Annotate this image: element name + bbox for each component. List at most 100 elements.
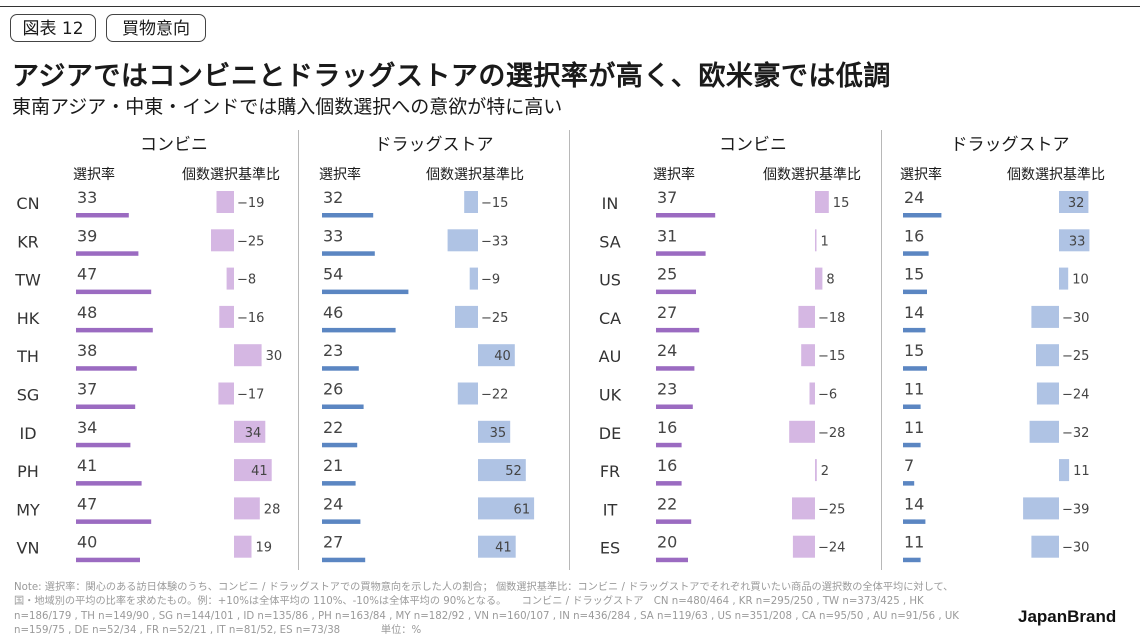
country-label: US (599, 271, 621, 290)
country-label: SG (17, 386, 40, 405)
selection-rate-header: 選択率 (900, 166, 942, 183)
country-label: DE (599, 424, 621, 443)
selection-rate-label: 27 (323, 533, 343, 552)
quantity-index-bar (1031, 535, 1059, 558)
selection-rate-header: 選択率 (73, 166, 115, 183)
country-label: ID (19, 424, 36, 443)
country-label: IT (603, 500, 618, 519)
quantity-index-bar (234, 344, 262, 367)
selection-rate-bar (322, 327, 396, 333)
selection-rate-bar (903, 442, 921, 448)
country-label: ES (600, 539, 620, 558)
quantity-index-label: −25 (1062, 349, 1089, 364)
selection-rate-bar (76, 327, 153, 333)
country-label: SA (599, 232, 620, 251)
selection-rate-bar (903, 213, 942, 218)
selection-rate-label: 14 (904, 494, 924, 513)
selection-rate-bar (322, 519, 361, 524)
section-title: コンビニ (719, 135, 787, 155)
selection-rate-label: 11 (904, 533, 924, 552)
quantity-index-bar (1059, 267, 1069, 290)
quantity-index-bar (1059, 459, 1070, 482)
selection-rate-label: 24 (323, 494, 343, 513)
quantity-index-bar (815, 459, 817, 482)
selection-rate-label: 37 (77, 380, 97, 399)
selection-rate-label: 16 (904, 226, 924, 245)
quantity-index-label: −16 (237, 311, 264, 326)
section-title: コンビニ (140, 135, 208, 155)
quantity-index-label: 61 (514, 502, 531, 517)
quantity-index-bar (815, 267, 823, 290)
selection-rate-bar (903, 327, 926, 333)
selection-rate-bar (903, 557, 921, 563)
quantity-index-header: 個数選択基準比 (763, 166, 861, 183)
selection-rate-bar (322, 404, 364, 409)
section-title: ドラッグストア (951, 135, 1070, 155)
quantity-index-bar (1031, 305, 1059, 328)
selection-rate-bar (76, 366, 137, 371)
selection-rate-bar (322, 251, 375, 256)
selection-rate-bar (76, 404, 136, 409)
selection-rate-bar (903, 251, 929, 256)
quantity-index-bar (219, 305, 234, 328)
figure-number-tag: 図表 12 (10, 14, 96, 42)
quantity-index-label: −24 (818, 541, 845, 556)
quantity-index-label: −15 (481, 196, 508, 211)
quantity-index-label: 41 (495, 541, 512, 556)
quantity-index-label: 19 (256, 541, 273, 556)
quantity-index-label: −32 (1062, 426, 1089, 441)
brand-logo: JapanBrand (1018, 607, 1117, 626)
quantity-index-bar (1036, 344, 1059, 367)
quantity-index-bar (216, 191, 234, 213)
quantity-index-bar (455, 305, 478, 328)
country-label: HK (17, 309, 40, 328)
chart-subtitle: 東南アジア・中東・インドでは購入個数選択への意欲が特に高い (12, 96, 563, 118)
selection-rate-label: 40 (77, 533, 97, 552)
selection-rate-bar (903, 404, 921, 409)
selection-rate-bar (656, 557, 688, 563)
selection-rate-bar (322, 557, 366, 563)
selection-rate-bar (656, 519, 692, 524)
selection-rate-bar (76, 557, 140, 563)
quantity-index-label: 28 (264, 502, 281, 517)
selection-rate-label: 26 (323, 380, 343, 399)
quantity-index-label: 1 (821, 234, 829, 249)
selection-rate-bar (322, 481, 356, 486)
quantity-index-label: 11 (1073, 464, 1090, 479)
selection-rate-label: 33 (77, 188, 97, 207)
section-title: ドラッグストア (375, 135, 494, 155)
quantity-index-label: −8 (237, 273, 256, 288)
selection-rate-label: 24 (657, 341, 677, 360)
selection-rate-bar (76, 519, 152, 524)
selection-rate-header: 選択率 (653, 166, 695, 183)
selection-rate-bar (903, 289, 927, 295)
selection-rate-bar (322, 442, 358, 448)
quantity-index-label: 10 (1072, 273, 1089, 288)
selection-rate-label: 33 (323, 226, 343, 245)
selection-rate-bar (76, 442, 131, 448)
selection-rate-label: 24 (904, 188, 924, 207)
quantity-index-label: 41 (251, 464, 268, 479)
quantity-index-bar (478, 344, 515, 367)
quantity-index-bar (1036, 382, 1059, 405)
top-rule (0, 6, 1140, 7)
quantity-index-label: 40 (494, 349, 511, 364)
selection-rate-label: 48 (77, 303, 97, 322)
quantity-index-bar (815, 191, 829, 213)
selection-rate-label: 14 (904, 303, 924, 322)
selection-rate-bar (322, 213, 374, 218)
selection-rate-label: 46 (323, 303, 343, 322)
topic-tag: 買物意向 (106, 14, 206, 42)
selection-rate-label: 15 (904, 265, 924, 284)
selection-rate-bar (656, 251, 706, 256)
quantity-index-bar (789, 420, 815, 443)
quantity-index-bar (1059, 229, 1090, 252)
quantity-index-label: −39 (1062, 502, 1089, 517)
selection-rate-label: 39 (77, 226, 97, 245)
quantity-index-label: 35 (490, 426, 507, 441)
quantity-index-label: −30 (1062, 311, 1089, 326)
quantity-index-bar (798, 305, 815, 328)
country-label: TW (14, 271, 41, 290)
selection-rate-label: 11 (904, 380, 924, 399)
selection-rate-label: 22 (323, 418, 343, 437)
